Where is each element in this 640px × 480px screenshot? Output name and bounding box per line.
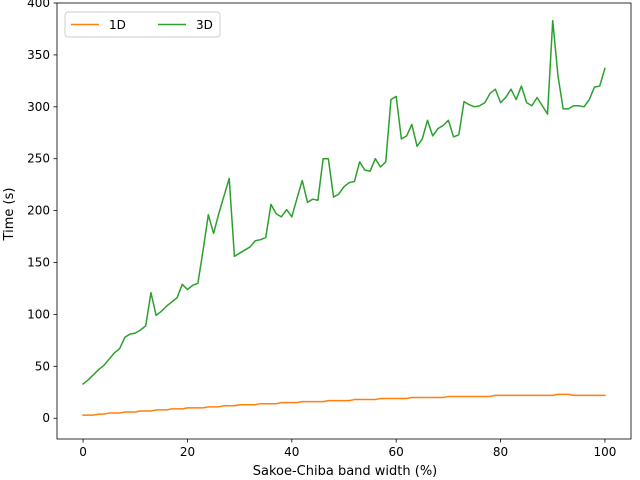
y-tick-label: 350 <box>27 48 50 62</box>
x-tick-label: 80 <box>493 445 508 459</box>
y-tick-label: 0 <box>42 411 50 425</box>
legend-label-1d: 1D <box>109 18 126 32</box>
y-axis-label: Time (s) <box>2 188 17 242</box>
legend-label-3d: 3D <box>196 18 213 32</box>
y-tick-label: 400 <box>27 0 50 10</box>
plot-frame <box>56 2 632 440</box>
y-tick-label: 100 <box>27 307 50 321</box>
y-tick-label: 300 <box>27 100 50 114</box>
legend-box <box>64 11 221 38</box>
ticks: 0 20 40 60 80 100 0 50 100 150 200 250 300 350 400 <box>27 0 616 459</box>
x-tick-label: 0 <box>79 445 87 459</box>
y-tick-label: 250 <box>27 152 50 166</box>
x-tick-label: 60 <box>389 445 404 459</box>
axes <box>56 2 632 440</box>
series-group <box>82 19 606 416</box>
x-tick-label: 100 <box>593 445 616 459</box>
y-tick-label: 200 <box>27 204 50 218</box>
x-tick-label: 20 <box>180 445 195 459</box>
legend: 1D 3D <box>64 11 221 38</box>
series-line-1d <box>82 393 606 416</box>
x-axis-label: Sakoe-Chiba band width (%) <box>253 464 438 479</box>
series-line-3d <box>82 19 606 386</box>
y-tick-label: 50 <box>35 359 50 373</box>
y-tick-label: 150 <box>27 256 50 270</box>
x-tick-label: 40 <box>284 445 299 459</box>
